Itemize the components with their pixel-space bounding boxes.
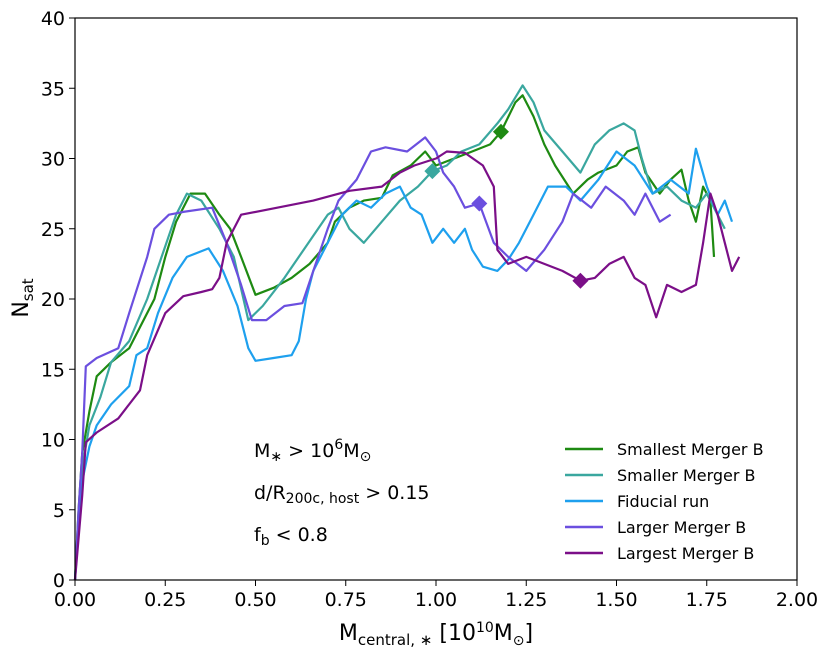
svg-text:M∗ > 106M⊙: M∗ > 106M⊙: [254, 437, 371, 465]
x-tick-label: 1.00: [415, 589, 457, 611]
y-tick-label: 30: [41, 149, 65, 171]
series-line-smaller-merger-b: [73, 84, 726, 581]
y-tick-label: 0: [53, 570, 65, 592]
series-marker-smallest-merger-b: [492, 123, 509, 140]
y-tick-label: 5: [53, 500, 65, 522]
svg-text:d/R200c, host > 0.15: d/R200c, host > 0.15: [254, 482, 430, 507]
x-tick-label: 2.00: [776, 589, 818, 611]
series-marker-largest-merger-b: [572, 272, 589, 289]
y-tick-label: 15: [41, 359, 65, 381]
svg-text:Nsat: Nsat: [9, 278, 37, 317]
x-tick-label: 0.75: [325, 589, 367, 611]
legend-label-smallest-merger-b: Smallest Merger B: [617, 440, 764, 459]
series-markers: [424, 123, 589, 289]
x-axis-title: Mcentral, ∗ [1010M⊙]: [339, 620, 533, 649]
y-axis-ticks: 0 5 10 15 20 25 30 35 40: [41, 8, 75, 592]
annotation-mass-cut: M∗ > 106M⊙: [254, 437, 371, 465]
y-axis-title: Nsat: [9, 278, 37, 317]
legend-label-fiducial-run: Fiducial run: [617, 492, 709, 511]
series-line-larger-merger-b: [73, 136, 672, 581]
svg-text:Mcentral, ∗ [1010M⊙]: Mcentral, ∗ [1010M⊙]: [339, 620, 533, 649]
series-lines: [73, 84, 741, 581]
x-tick-label: 1.25: [505, 589, 547, 611]
series-marker-larger-merger-b: [471, 195, 488, 212]
series-line-fiducial-run: [73, 147, 734, 581]
y-tick-label: 40: [41, 8, 65, 30]
y-tick-label: 20: [41, 289, 65, 311]
x-tick-label: 0.50: [234, 589, 276, 611]
y-tick-label: 25: [41, 219, 65, 241]
x-axis-ticks: 0.00 0.25 0.50 0.75 1.00 1.25 1.50 1.75 2.00: [54, 580, 818, 611]
legend-label-smaller-merger-b: Smaller Merger B: [617, 466, 756, 485]
series-line-largest-merger-b: [73, 150, 741, 581]
legend-label-largest-merger-b: Largest Merger B: [617, 544, 754, 563]
x-tick-label: 1.50: [595, 589, 637, 611]
x-tick-label: 1.75: [686, 589, 728, 611]
annotation-baryon-cut: fb < 0.8: [254, 524, 328, 549]
legend: Smallest Merger B Smaller Merger B Fiducia…: [565, 440, 764, 563]
legend-label-larger-merger-b: Larger Merger B: [617, 518, 746, 537]
svg-text:fb < 0.8: fb < 0.8: [254, 524, 328, 549]
series-marker-smaller-merger-b: [424, 163, 441, 180]
x-tick-label: 0.25: [144, 589, 186, 611]
x-tick-label: 0.00: [54, 589, 96, 611]
y-tick-label: 10: [41, 430, 65, 452]
y-tick-label: 35: [41, 78, 65, 100]
annotation-distance-cut: d/R200c, host > 0.15: [254, 482, 430, 507]
